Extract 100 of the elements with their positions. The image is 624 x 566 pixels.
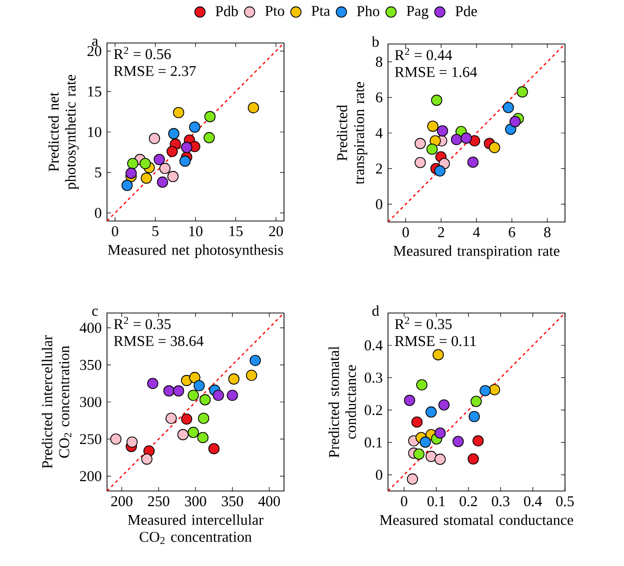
point	[404, 394, 416, 406]
x-tick-label: 400	[258, 496, 280, 506]
point	[426, 450, 437, 462]
x-tick-label: 0	[400, 496, 408, 506]
x-tick-label: 0.2	[460, 496, 477, 506]
point	[434, 165, 446, 177]
x-tick-label: 2	[438, 227, 444, 238]
point	[204, 111, 216, 122]
point	[414, 138, 426, 150]
y-tick-label: 5	[95, 167, 102, 178]
point	[126, 168, 137, 179]
y-tick-label: 0.1	[364, 437, 382, 448]
y-tick-label: 300	[80, 396, 102, 408]
y-tick-label: 2	[376, 164, 382, 174]
point	[226, 390, 238, 401]
annotation: R$^{2}$ = 0.35	[114, 316, 171, 330]
point	[188, 426, 199, 438]
point	[154, 154, 165, 166]
annotation: R$^{2}$ = 0.56	[114, 46, 171, 60]
point	[189, 122, 200, 133]
y-tick-label: 6	[376, 92, 382, 102]
y-tick-label: 0.2	[364, 405, 382, 416]
y-tick-label: 0	[376, 199, 382, 210]
chart-title: b	[372, 36, 379, 47]
point	[173, 106, 184, 118]
x-tick-label: 5	[152, 226, 158, 236]
x-tick-label: 250	[148, 496, 170, 506]
x-tick-label: 15	[230, 226, 243, 236]
x-axis-title: Measured net photosynthesis	[108, 244, 283, 258]
point	[197, 432, 208, 444]
point	[426, 406, 437, 418]
y-tick-label: 4	[376, 128, 383, 138]
point	[436, 125, 448, 136]
point	[432, 349, 444, 360]
point	[159, 162, 171, 174]
point	[148, 132, 160, 144]
point	[488, 384, 500, 396]
x-axis-title: Measured transpiration rate	[394, 245, 560, 259]
y-tick-label: 0.3	[364, 372, 382, 383]
point	[430, 135, 441, 146]
point	[411, 416, 423, 428]
point	[460, 132, 472, 144]
point	[246, 370, 258, 381]
point	[199, 394, 211, 406]
point	[166, 146, 178, 158]
x-axis-title: Measured stomatal conductance	[380, 514, 574, 525]
x-tick-label: 0.5	[556, 496, 574, 506]
point	[427, 120, 438, 132]
point	[110, 433, 122, 445]
point	[420, 436, 431, 448]
y-tick-label: 8	[376, 56, 382, 67]
point	[516, 86, 528, 98]
legend-label: Pde	[455, 6, 477, 16]
point	[467, 156, 479, 168]
point	[204, 132, 215, 144]
legend-label: Pho	[357, 6, 380, 16]
point	[509, 116, 521, 128]
point	[167, 170, 179, 182]
y-tick-label: 0	[376, 470, 382, 480]
point	[156, 176, 168, 188]
point	[188, 390, 199, 401]
point	[426, 144, 438, 155]
x-tick-label: 0.3	[492, 496, 510, 506]
point	[414, 156, 426, 168]
point	[413, 448, 424, 460]
x-tick-label: 10	[189, 226, 202, 236]
point	[122, 180, 133, 191]
x-axis-title: Measured intercellular CO$_{2}$ concentration	[128, 514, 264, 544]
point	[189, 372, 200, 384]
point	[470, 396, 482, 407]
y-tick-label: 0	[94, 208, 102, 218]
annotation: R$^{2}$ = 0.35	[394, 316, 452, 330]
chart-title: a	[92, 38, 98, 46]
chart-title: d	[372, 305, 380, 316]
point	[127, 158, 138, 170]
point	[181, 142, 192, 153]
legend-label: Pag	[406, 6, 428, 20]
y-tick-label: 10	[88, 126, 102, 138]
point	[472, 435, 484, 446]
legend-label: Pdb	[216, 6, 238, 16]
point	[208, 443, 220, 454]
point	[248, 102, 260, 114]
x-tick-label: 0.4	[524, 496, 542, 506]
point	[179, 156, 191, 167]
point	[194, 380, 205, 392]
point	[172, 385, 184, 396]
y-tick-label: 400	[80, 322, 102, 333]
y-axis-title: Predicted stomatal conductance	[328, 346, 356, 458]
point	[212, 390, 224, 401]
x-tick-label: 350	[222, 496, 244, 506]
x-tick-label: 6	[508, 227, 516, 238]
x-tick-label: 0.1	[427, 496, 445, 506]
point	[434, 454, 446, 465]
point	[181, 413, 192, 425]
point	[198, 412, 210, 424]
x-tick-label: 20	[269, 226, 283, 236]
annotation: RMSE = 2.37	[114, 66, 196, 76]
point	[502, 102, 514, 114]
point	[163, 385, 175, 396]
point	[140, 158, 151, 170]
